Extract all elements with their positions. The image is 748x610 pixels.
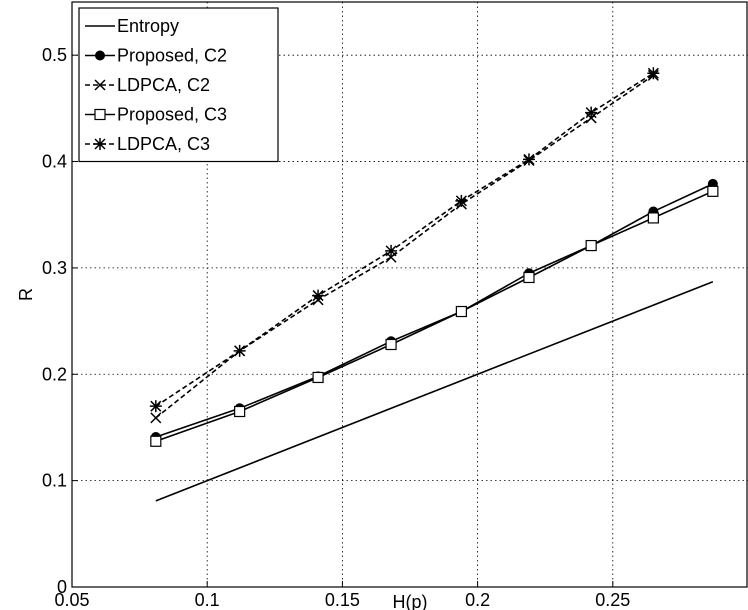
series-4 — [149, 67, 660, 413]
legend-label: Entropy — [117, 16, 179, 36]
y-tick-label: 0.5 — [42, 45, 67, 65]
point-marker — [312, 289, 325, 302]
x-tick-label: 0.05 — [54, 590, 89, 610]
legend-item: Proposed, C3 — [85, 105, 227, 125]
legend-item: Proposed, C2 — [85, 46, 227, 66]
legend-label: LDPCA, C3 — [117, 134, 210, 154]
plot-frame — [71, 1, 748, 588]
point-marker — [150, 435, 162, 447]
point-marker — [234, 405, 246, 418]
series-1 — [150, 178, 718, 443]
x-axis-label: H(p) — [393, 592, 428, 610]
point-marker — [149, 400, 162, 413]
y-tick-label: 0.3 — [42, 258, 67, 278]
series-line — [155, 183, 714, 438]
y-tick-label: 0.4 — [42, 152, 67, 172]
grid — [72, 2, 748, 587]
y-tick-label: 0.2 — [42, 364, 67, 384]
point-marker — [523, 271, 535, 284]
point-marker — [94, 79, 106, 91]
point-marker — [647, 67, 660, 80]
point-marker — [312, 371, 324, 384]
series-3 — [150, 185, 719, 447]
point-marker — [94, 138, 106, 150]
series-layer — [149, 67, 719, 502]
x-tick-label: 0.1 — [195, 590, 220, 610]
point-marker — [385, 338, 397, 351]
legend-label: Proposed, C2 — [117, 46, 227, 66]
point-marker — [455, 194, 468, 207]
x-tick-label: 0.15 — [325, 590, 360, 610]
y-axis-label: R — [16, 288, 36, 301]
point-marker — [385, 244, 398, 257]
point-marker — [455, 305, 467, 318]
legend: Entropy Proposed, C2 LDPCA, C2 Proposed, C3… — [78, 7, 279, 163]
legend-item: LDPCA, C3 — [85, 134, 210, 154]
x-tick-label: 0.2 — [465, 590, 490, 610]
point-marker — [522, 153, 535, 166]
series-line — [155, 280, 714, 502]
point-marker — [233, 344, 246, 357]
point-marker — [585, 239, 597, 252]
point-marker — [647, 212, 659, 224]
x-tick-label: 0.25 — [595, 590, 630, 610]
point-marker — [94, 108, 106, 121]
series-line — [155, 72, 654, 407]
legend-item: LDPCA, C2 — [85, 75, 210, 95]
ticks: 0.05 0.1 0.15 0.2 0.25 0 0.1 0.2 0.3 0.4 0.5 — [42, 45, 630, 610]
y-tick-label: 0.1 — [42, 471, 67, 491]
point-marker — [150, 412, 162, 424]
point-marker — [707, 185, 719, 197]
y-tick-label: 0 — [57, 577, 67, 597]
series-0 — [155, 280, 714, 502]
point-marker — [585, 106, 598, 119]
point-marker — [95, 50, 105, 61]
legend-label: Proposed, C3 — [117, 105, 227, 125]
legend-label: LDPCA, C2 — [117, 75, 210, 95]
legend-item: Entropy — [85, 16, 179, 36]
